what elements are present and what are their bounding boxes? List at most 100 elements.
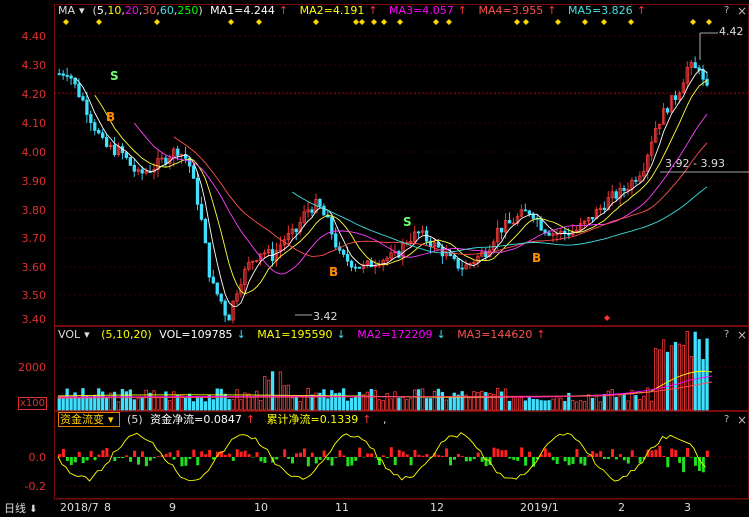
period-button[interactable]: 日线 ⬇ <box>4 502 38 515</box>
flow-bar <box>638 457 642 464</box>
signal-diamond <box>604 315 610 321</box>
flow-bar <box>401 451 405 457</box>
main-help-icon[interactable]: ? <box>724 5 730 16</box>
flow-close-icon[interactable]: × <box>737 413 748 427</box>
vol-help-icon[interactable]: ? <box>724 329 730 340</box>
candle-body <box>452 255 456 259</box>
flow-bar <box>674 449 678 457</box>
candle-body <box>357 266 362 269</box>
signal-diamond <box>313 19 319 25</box>
flow-bar <box>93 457 97 461</box>
flow-bar <box>176 450 180 457</box>
candle-body <box>65 74 69 77</box>
flow-bar <box>97 454 101 457</box>
vol-close-icon[interactable]: × <box>737 328 748 342</box>
buy-signal: B <box>329 265 338 279</box>
flow-bar <box>583 457 587 466</box>
candle-body <box>527 210 531 215</box>
flow-bar <box>453 457 456 460</box>
flow-bar <box>129 457 133 462</box>
ma3-line <box>133 113 708 275</box>
ma5-value: MA5=3.826 ↑ <box>567 4 646 17</box>
candle-body <box>231 300 235 321</box>
flow-bar <box>500 450 504 457</box>
candle-body <box>650 141 654 156</box>
volume-bar <box>697 339 701 411</box>
price-tick: 4.00 <box>21 146 47 159</box>
flow-bar <box>346 457 350 467</box>
flow-bar <box>65 457 69 462</box>
candle-body <box>488 249 492 258</box>
volume-bar <box>349 397 354 411</box>
candle-body <box>160 157 164 160</box>
candle-body <box>507 219 512 224</box>
volume-bar <box>187 393 192 411</box>
volume-bar <box>211 399 215 411</box>
flow-bar <box>219 451 223 457</box>
volume-bar <box>69 396 73 411</box>
ma-indicator-select[interactable]: MA ▾ <box>58 4 85 17</box>
date-tick: 2018/7 <box>60 501 99 514</box>
volume-bar <box>282 385 287 411</box>
candle-body <box>409 240 413 244</box>
ma3-value: MA3=4.057 ↑ <box>389 4 467 17</box>
flow-bar <box>595 453 599 457</box>
volume-bar <box>563 401 567 411</box>
flow-bar <box>618 454 622 457</box>
flow-cum-line <box>57 432 707 482</box>
signal-diamond <box>154 19 160 25</box>
candle-body <box>420 230 425 233</box>
signal-diamond <box>381 19 387 25</box>
flow-bar <box>298 452 302 457</box>
signal-diamond <box>706 19 712 25</box>
volume-bar <box>484 392 488 411</box>
vol-indicator-select[interactable]: VOL ▾ <box>58 328 90 341</box>
volume-bar <box>207 395 212 411</box>
flow-indicator-select[interactable]: 资金流变 ▾ <box>58 412 120 427</box>
flow-bar <box>231 457 235 461</box>
signal-diamond <box>371 19 377 25</box>
flow-bar <box>686 447 690 457</box>
candle-body <box>677 92 682 100</box>
volume-bar <box>132 399 136 411</box>
candle-body <box>112 144 117 156</box>
flow-bar <box>251 457 255 458</box>
flow-bar <box>350 457 354 466</box>
flow-bar <box>105 447 109 457</box>
flow-help-icon[interactable]: ? <box>724 414 730 425</box>
flow-bar <box>532 457 535 467</box>
volume-bar <box>444 399 449 411</box>
candle-body <box>306 209 310 213</box>
volume-bar <box>219 388 223 411</box>
volume-bar <box>428 398 433 411</box>
flow-bar <box>172 457 176 460</box>
candle-body <box>654 128 658 143</box>
vol-header: VOL ▾ (5,10,20) VOL=109785 ↓ MA1=195590 ↓ M… <box>58 328 554 342</box>
candle-body <box>586 217 591 222</box>
volume-bar <box>172 391 176 411</box>
flow-header: 资金流变 ▾ (5) 资金净流=0.0847 ↑ 累计净流=0.1339 ↑ , <box>58 412 387 427</box>
volume-bar <box>215 388 219 411</box>
signal-diamond <box>96 19 102 25</box>
flow-cum-value: 累计净流=0.1339 ↑ <box>266 413 372 426</box>
candle-body <box>705 78 709 86</box>
flow-bar <box>338 450 342 457</box>
sell-signal: S <box>110 69 119 83</box>
volume-bar <box>274 395 279 411</box>
main-close-icon[interactable]: × <box>737 4 748 18</box>
ma4-line <box>173 136 708 257</box>
candle-body <box>610 191 614 199</box>
signal-diamond <box>256 19 262 25</box>
candle-body <box>255 259 259 262</box>
flow-bar <box>180 457 184 467</box>
flow-bar <box>678 457 682 463</box>
flow-bar <box>456 453 460 457</box>
candle-body <box>460 267 464 270</box>
high-price-label: 4.42 <box>719 25 744 38</box>
ma-param-10: 10 <box>107 4 122 17</box>
flow-bar <box>626 457 630 464</box>
flow-bar <box>464 457 468 462</box>
candle-body <box>681 82 685 94</box>
volume-bar <box>456 394 460 411</box>
